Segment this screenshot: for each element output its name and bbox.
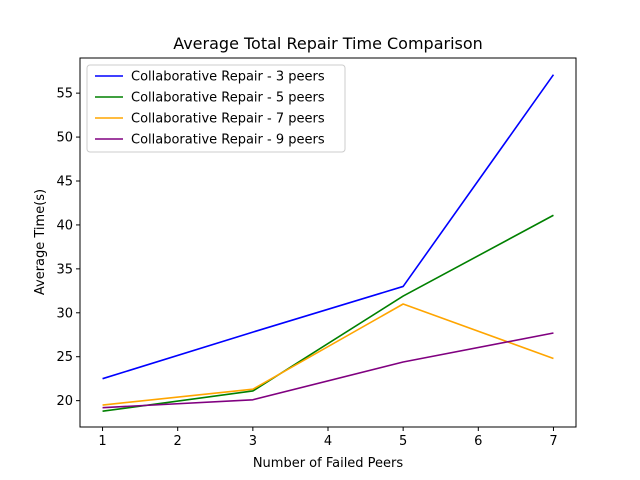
- series-line-2: [102, 214, 554, 412]
- y-tick-label: 55: [56, 87, 73, 102]
- y-tick-label: 30: [56, 306, 73, 321]
- x-tick-label: 5: [399, 434, 407, 449]
- y-tick-label: 50: [56, 131, 73, 146]
- legend-label: Collaborative Repair - 9 peers: [131, 133, 325, 148]
- plot-area: [102, 74, 555, 412]
- legend: Collaborative Repair - 3 peers Collaborat…: [86, 64, 346, 153]
- legend-box: [86, 64, 346, 153]
- y-axis-label: Average Time(s): [33, 189, 48, 295]
- y-tick-label: 40: [56, 218, 73, 233]
- series-line-1: [102, 74, 555, 380]
- y-axis: 20 25 30 35 40 45 50 55: [56, 87, 80, 409]
- legend-label: Collaborative Repair - 3 peers: [131, 70, 325, 85]
- series-line-3: [102, 303, 554, 406]
- chart-title: Average Total Repair Time Comparison: [173, 34, 483, 53]
- x-tick-label: 6: [474, 434, 482, 449]
- y-tick-label: 35: [56, 262, 73, 277]
- y-tick-label: 25: [56, 350, 73, 365]
- x-tick-label: 2: [174, 434, 182, 449]
- y-tick-label: 20: [56, 394, 73, 409]
- y-tick-label: 45: [56, 175, 73, 190]
- x-axis-label: Number of Failed Peers: [253, 456, 404, 471]
- legend-label: Collaborative Repair - 7 peers: [131, 112, 325, 127]
- series-line-4: [102, 332, 554, 409]
- x-tick-label: 3: [249, 434, 257, 449]
- x-tick-label: 7: [549, 434, 557, 449]
- x-tick-label: 4: [324, 434, 332, 449]
- x-axis: 1 2 3 4 5 6 7: [98, 427, 558, 449]
- x-tick-label: 1: [98, 434, 106, 449]
- legend-label: Collaborative Repair - 5 peers: [131, 91, 325, 106]
